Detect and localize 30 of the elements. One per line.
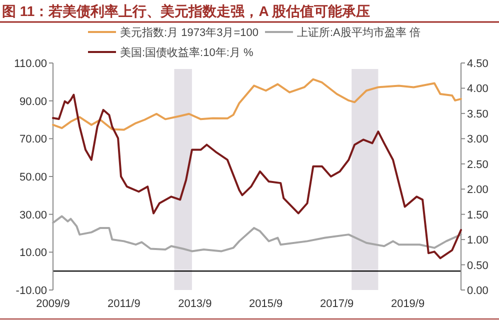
legend-label: 上证所:A股平均市盈率 倍 — [297, 26, 420, 39]
legend-label: 美国:国债收益率:10年:月 % — [120, 46, 254, 59]
y-tick-label: 30.00 — [19, 209, 47, 222]
x-tick-label: 2013/9 — [178, 298, 212, 310]
y2-tick-label: 3.50 — [467, 108, 488, 120]
x-tick-label: 2015/9 — [249, 298, 283, 310]
line-series — [52, 78, 462, 131]
y2-tick-label: 3.00 — [467, 134, 488, 146]
x-tick-label: 2019/9 — [390, 298, 425, 310]
legend-label: 美元指数:月 1973年3月=100 — [120, 26, 258, 39]
line-series — [52, 94, 462, 260]
y-tick-label: -10.00 — [16, 285, 47, 297]
y2-tick-label: 2.00 — [467, 184, 488, 196]
y-tick-label: 70.00 — [19, 134, 47, 146]
y2-tick-label: 0.50 — [467, 260, 488, 272]
y2-tick-label: 1.00 — [467, 234, 488, 247]
y2-tick-label: 4.00 — [467, 83, 488, 96]
y-tick-label: 10.00 — [19, 247, 47, 260]
x-tick-label: 2009/9 — [36, 298, 70, 310]
y2-tick-label: 1.50 — [467, 209, 488, 222]
chart-title: 图 11：若美债利率上行、美元指数走强，A 股估值可能承压 — [2, 3, 370, 19]
y-tick-label: 90.00 — [19, 96, 47, 108]
y2-tick-label: 0.00 — [467, 285, 488, 297]
y-tick-label: 110.00 — [14, 58, 47, 70]
x-tick-label: 2017/9 — [320, 298, 354, 310]
y2-tick-label: 4.50 — [467, 58, 488, 70]
line-series — [52, 215, 462, 252]
y2-tick-label: 2.50 — [467, 158, 488, 171]
y-tick-label: 50.00 — [19, 172, 47, 184]
x-tick-label: 2011/9 — [108, 298, 140, 310]
